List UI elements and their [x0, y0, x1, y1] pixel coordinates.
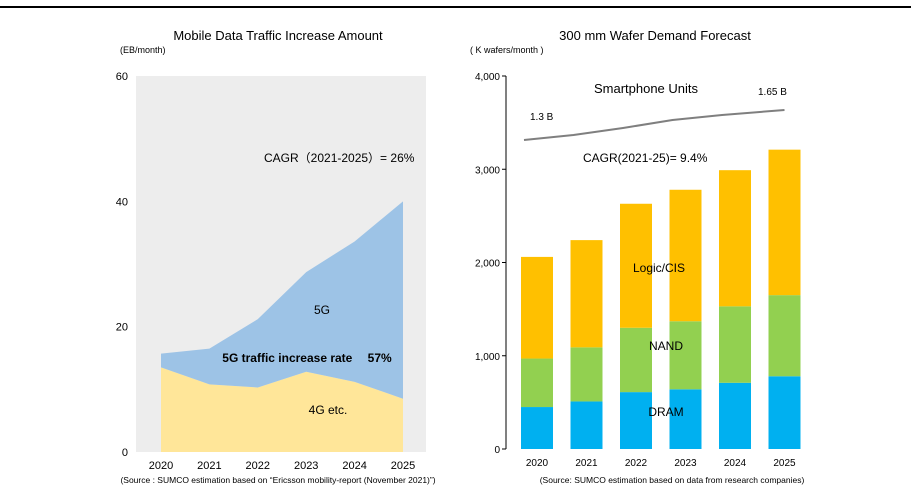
wafer-y-tick-label: 0 — [494, 445, 500, 456]
wafer-nand-label: NAND — [649, 339, 683, 353]
wafer-x-tick-label: 2020 — [526, 458, 549, 469]
area-4g — [161, 367, 403, 452]
wafer-logic-label: Logic/CIS — [633, 261, 685, 275]
traffic-cagr-annotation: CAGR（2021-2025）= 26% — [264, 151, 415, 165]
smartphone-units-line — [523, 109, 785, 141]
traffic-y-tick-label: 60 — [116, 71, 128, 83]
traffic-5g-label: 5G — [314, 303, 330, 317]
bar-logic-cis-2023 — [669, 189, 702, 322]
traffic-y-ticks: 0 20 40 60 — [116, 71, 128, 459]
traffic-y-axis-label: (EB/month) — [120, 45, 166, 55]
bar-logic-cis-2021 — [570, 240, 603, 348]
traffic-y-tick-label: 0 — [122, 447, 128, 459]
wafer-x-tick-label: 2021 — [575, 458, 598, 469]
traffic-5g-rate-annotation: 5G traffic increase rate 57% — [222, 351, 392, 365]
bar-nand-2025 — [768, 295, 801, 377]
traffic-x-tick-label: 2025 — [391, 460, 415, 472]
area-5g — [161, 201, 403, 399]
bar-dram-2021 — [570, 401, 603, 449]
traffic-x-tick-label: 2020 — [149, 460, 173, 472]
bar-logic-cis-2020 — [521, 256, 553, 359]
smartphone-end-label: 1.65 B — [758, 87, 787, 98]
traffic-source-note: (Source : SUMCO estimation based on “Eri… — [120, 475, 435, 485]
bar-nand-2023 — [669, 321, 702, 390]
wafer-source-note: (Source: SUMCO estimation based on data … — [540, 475, 805, 485]
traffic-x-tick-label: 2022 — [246, 460, 270, 472]
wafer-chart-title: 300 mm Wafer Demand Forecast — [559, 28, 751, 43]
traffic-chart-title: Mobile Data Traffic Increase Amount — [173, 28, 383, 43]
wafer-y-tick-label: 1,000 — [475, 352, 500, 363]
bar-logic-cis-2022 — [620, 203, 652, 328]
top-rule — [0, 6, 911, 8]
wafer-x-tick-label: 2024 — [724, 458, 747, 469]
bar-logic-cis-2024 — [719, 170, 751, 307]
traffic-chart: Mobile Data Traffic Increase Amount (EB/… — [116, 28, 436, 485]
wafer-x-tick-label: 2025 — [773, 458, 796, 469]
bar-logic-cis-2025 — [768, 149, 801, 296]
wafer-x-tick-label: 2022 — [625, 458, 648, 469]
bar-nand-2024 — [719, 306, 751, 383]
wafer-y-tick-label: 3,000 — [475, 165, 500, 176]
wafer-cagr-annotation: CAGR(2021-25)= 9.4% — [583, 151, 708, 165]
traffic-y-tick-label: 40 — [116, 196, 128, 208]
wafer-y-tick-label: 4,000 — [475, 72, 500, 83]
bar-dram-2024 — [719, 382, 751, 449]
traffic-x-tick-label: 2021 — [197, 460, 221, 472]
smartphone-start-label: 1.3 B — [530, 112, 554, 123]
smartphone-units-label: Smartphone Units — [594, 81, 699, 96]
bar-dram-2020 — [521, 407, 553, 449]
wafer-bars — [521, 149, 801, 449]
traffic-4g-label: 4G etc. — [309, 403, 348, 417]
bar-nand-2021 — [570, 347, 603, 402]
traffic-x-tick-label: 2024 — [342, 460, 366, 472]
bar-dram-2023 — [669, 389, 702, 449]
wafer-x-tick-label: 2023 — [674, 458, 697, 469]
traffic-x-tick-label: 2023 — [294, 460, 318, 472]
wafer-chart: 300 mm Wafer Demand Forecast ( K wafers/… — [470, 28, 804, 485]
bar-nand-2020 — [521, 358, 553, 408]
traffic-x-ticks: 2020 2021 2022 2023 2024 2025 — [149, 460, 415, 472]
bar-dram-2025 — [768, 376, 801, 449]
wafer-y-tick-label: 2,000 — [475, 259, 500, 270]
bar-dram-2022 — [620, 392, 652, 449]
wafer-x-ticks: 2020 2021 2022 2023 2024 2025 — [526, 458, 796, 469]
traffic-y-tick-label: 20 — [116, 322, 128, 334]
wafer-y-axis-label: ( K wafers/month ) — [470, 45, 544, 55]
wafer-dram-label: DRAM — [648, 405, 683, 419]
wafer-y-ticks: 0 1,000 2,000 3,000 4,000 — [475, 72, 506, 456]
bar-nand-2022 — [620, 327, 652, 393]
